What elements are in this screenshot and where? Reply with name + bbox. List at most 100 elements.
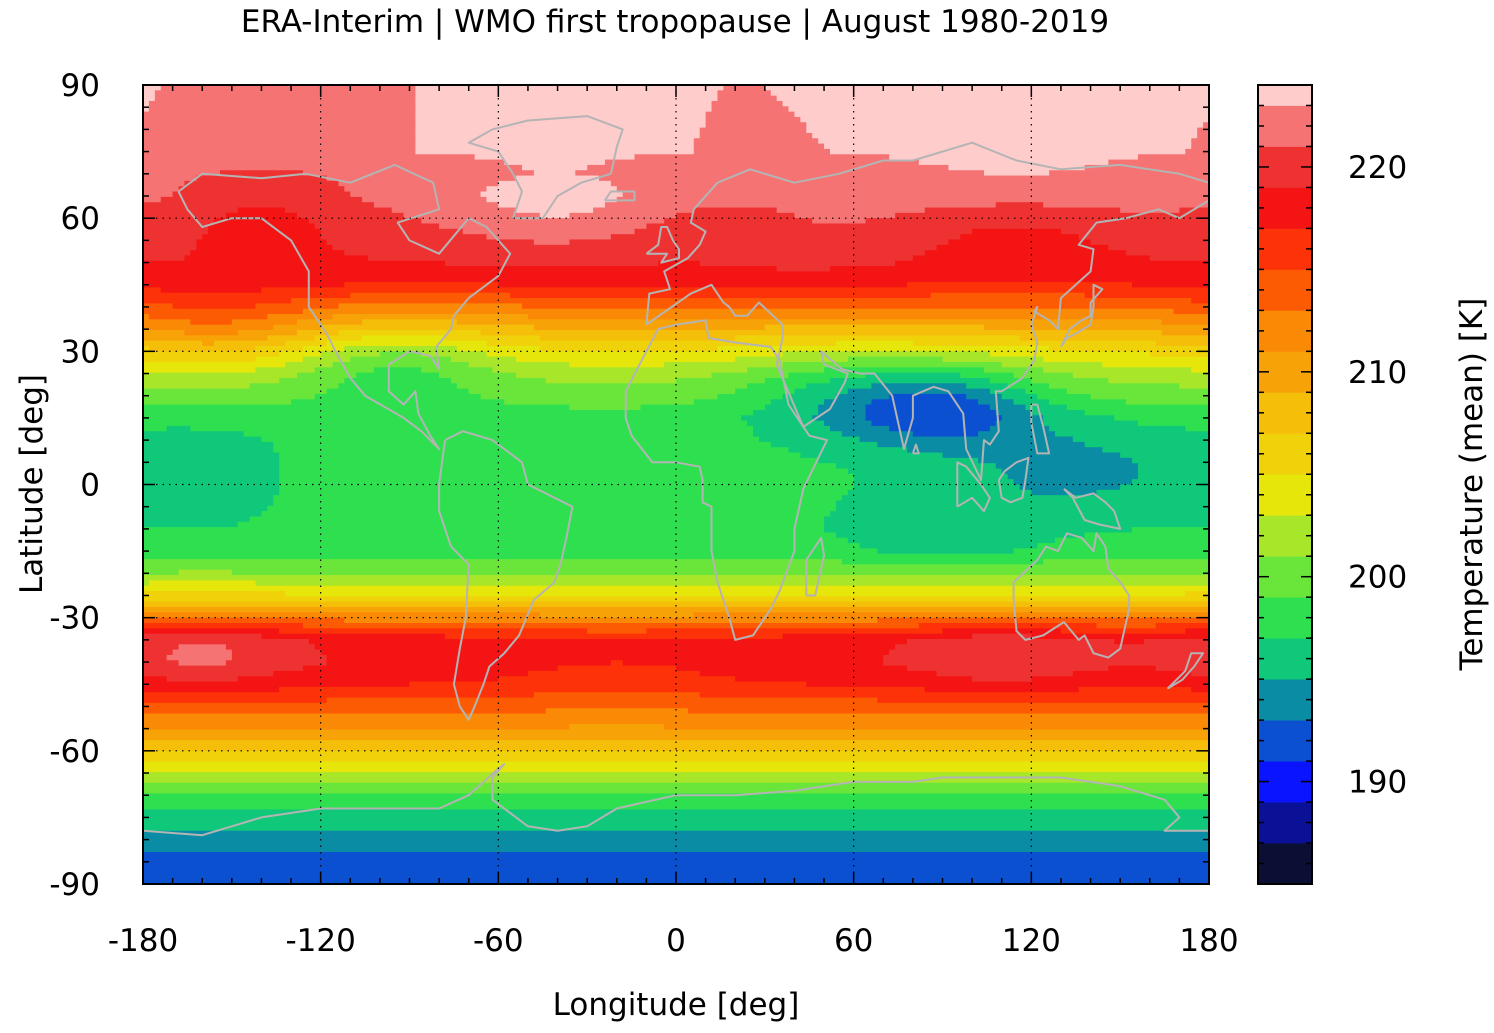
heat-cell bbox=[1185, 628, 1209, 635]
heat-cell bbox=[486, 351, 784, 358]
heat-cell bbox=[314, 393, 482, 400]
heat-cell bbox=[948, 164, 1086, 171]
heat-cell bbox=[143, 324, 274, 331]
heat-cell bbox=[196, 244, 334, 251]
heat-cell bbox=[1155, 622, 1209, 629]
heat-cell bbox=[1043, 559, 1209, 565]
heat-cell bbox=[143, 234, 203, 241]
heat-cell bbox=[415, 100, 713, 107]
heat-cell bbox=[308, 218, 422, 225]
heat-cell bbox=[208, 228, 322, 235]
coastline-path bbox=[645, 199, 1209, 482]
heat-cell bbox=[1078, 234, 1209, 241]
heat-cell bbox=[143, 202, 375, 209]
heat-cell bbox=[255, 356, 304, 363]
heat-cell bbox=[143, 399, 292, 406]
heat-cell bbox=[415, 122, 707, 129]
heat-cell bbox=[237, 676, 499, 683]
heat-cell bbox=[148, 100, 417, 107]
heat-cell bbox=[143, 330, 186, 336]
heat-cell bbox=[231, 319, 298, 326]
heat-cell bbox=[273, 324, 322, 331]
heat-cell bbox=[143, 633, 263, 640]
heat-cell bbox=[208, 223, 316, 230]
heat-cell bbox=[1055, 537, 1209, 544]
heat-cell bbox=[1031, 377, 1109, 384]
heat-cell bbox=[143, 420, 748, 427]
heat-cell bbox=[143, 159, 505, 166]
heat-cell bbox=[587, 628, 647, 635]
heat-cell bbox=[143, 676, 168, 683]
heat-cell bbox=[711, 372, 790, 379]
heat-cell bbox=[664, 218, 813, 225]
heat-cell bbox=[806, 681, 1209, 688]
heat-cell bbox=[995, 202, 1044, 209]
heat-cell bbox=[664, 724, 1209, 731]
heat-cell bbox=[794, 212, 896, 219]
heat-cell bbox=[1126, 399, 1209, 406]
heat-cell bbox=[841, 431, 914, 438]
heat-cell bbox=[143, 409, 754, 416]
heat-cell bbox=[143, 457, 280, 464]
coastline-path bbox=[911, 443, 920, 455]
heat-cell bbox=[172, 191, 351, 198]
heat-cell bbox=[699, 670, 938, 677]
heat-cell bbox=[148, 106, 417, 113]
heat-cell bbox=[806, 383, 873, 390]
heat-cell bbox=[143, 793, 1209, 800]
heat-cell bbox=[143, 218, 215, 225]
heat-cell bbox=[1025, 388, 1068, 395]
heat-cell bbox=[143, 260, 446, 267]
y-tick-label: 60 bbox=[61, 201, 100, 237]
heat-cell bbox=[368, 255, 914, 262]
heat-cell bbox=[143, 207, 239, 214]
coastline-path bbox=[1060, 283, 1104, 348]
heat-cell bbox=[362, 319, 458, 326]
heat-cell bbox=[877, 441, 1086, 448]
heat-cell bbox=[835, 500, 1209, 507]
heat-cell bbox=[569, 239, 950, 246]
heat-cell bbox=[1149, 351, 1209, 358]
heat-cell bbox=[190, 319, 233, 326]
heat-cell bbox=[143, 228, 209, 235]
heat-cell bbox=[255, 303, 340, 310]
heat-cell bbox=[1043, 367, 1192, 374]
heat-cell bbox=[143, 654, 168, 661]
heat-cell bbox=[143, 186, 180, 193]
heat-cell bbox=[445, 633, 784, 640]
heat-cell bbox=[143, 820, 1209, 827]
heat-cell bbox=[261, 511, 831, 518]
heat-cell bbox=[279, 473, 855, 480]
heat-cell bbox=[296, 212, 405, 219]
heat-cell bbox=[1043, 420, 1139, 427]
heat-cell bbox=[237, 521, 825, 528]
heat-cell bbox=[764, 85, 1209, 91]
heat-cell bbox=[143, 303, 174, 310]
coastline-path bbox=[645, 226, 680, 264]
heat-cell bbox=[143, 244, 197, 251]
heat-cell bbox=[225, 660, 328, 667]
heat-cell bbox=[1161, 319, 1209, 326]
heat-cell bbox=[1179, 207, 1209, 214]
heat-cell bbox=[1055, 431, 1209, 438]
heat-cell bbox=[824, 527, 1133, 534]
heat-cell bbox=[1043, 415, 1115, 422]
heat-cell bbox=[747, 367, 825, 374]
heat-cell bbox=[143, 702, 1209, 709]
heat-cell bbox=[527, 314, 1209, 320]
heat-cell bbox=[1049, 383, 1180, 390]
heat-cell bbox=[942, 628, 1062, 635]
heat-cell bbox=[143, 729, 1209, 736]
heat-cell bbox=[699, 692, 1209, 699]
heat-cell bbox=[1191, 686, 1209, 693]
heat-cell bbox=[1078, 686, 1192, 693]
y-tick-label: -90 bbox=[49, 867, 100, 903]
heat-cell bbox=[273, 500, 837, 507]
heat-cell bbox=[184, 255, 369, 262]
heat-cell bbox=[1191, 298, 1209, 304]
heat-cell bbox=[143, 393, 316, 400]
heat-cell bbox=[143, 740, 1209, 747]
heat-cell bbox=[415, 116, 707, 123]
heat-cell bbox=[1155, 665, 1209, 672]
heat-cell bbox=[533, 692, 701, 699]
